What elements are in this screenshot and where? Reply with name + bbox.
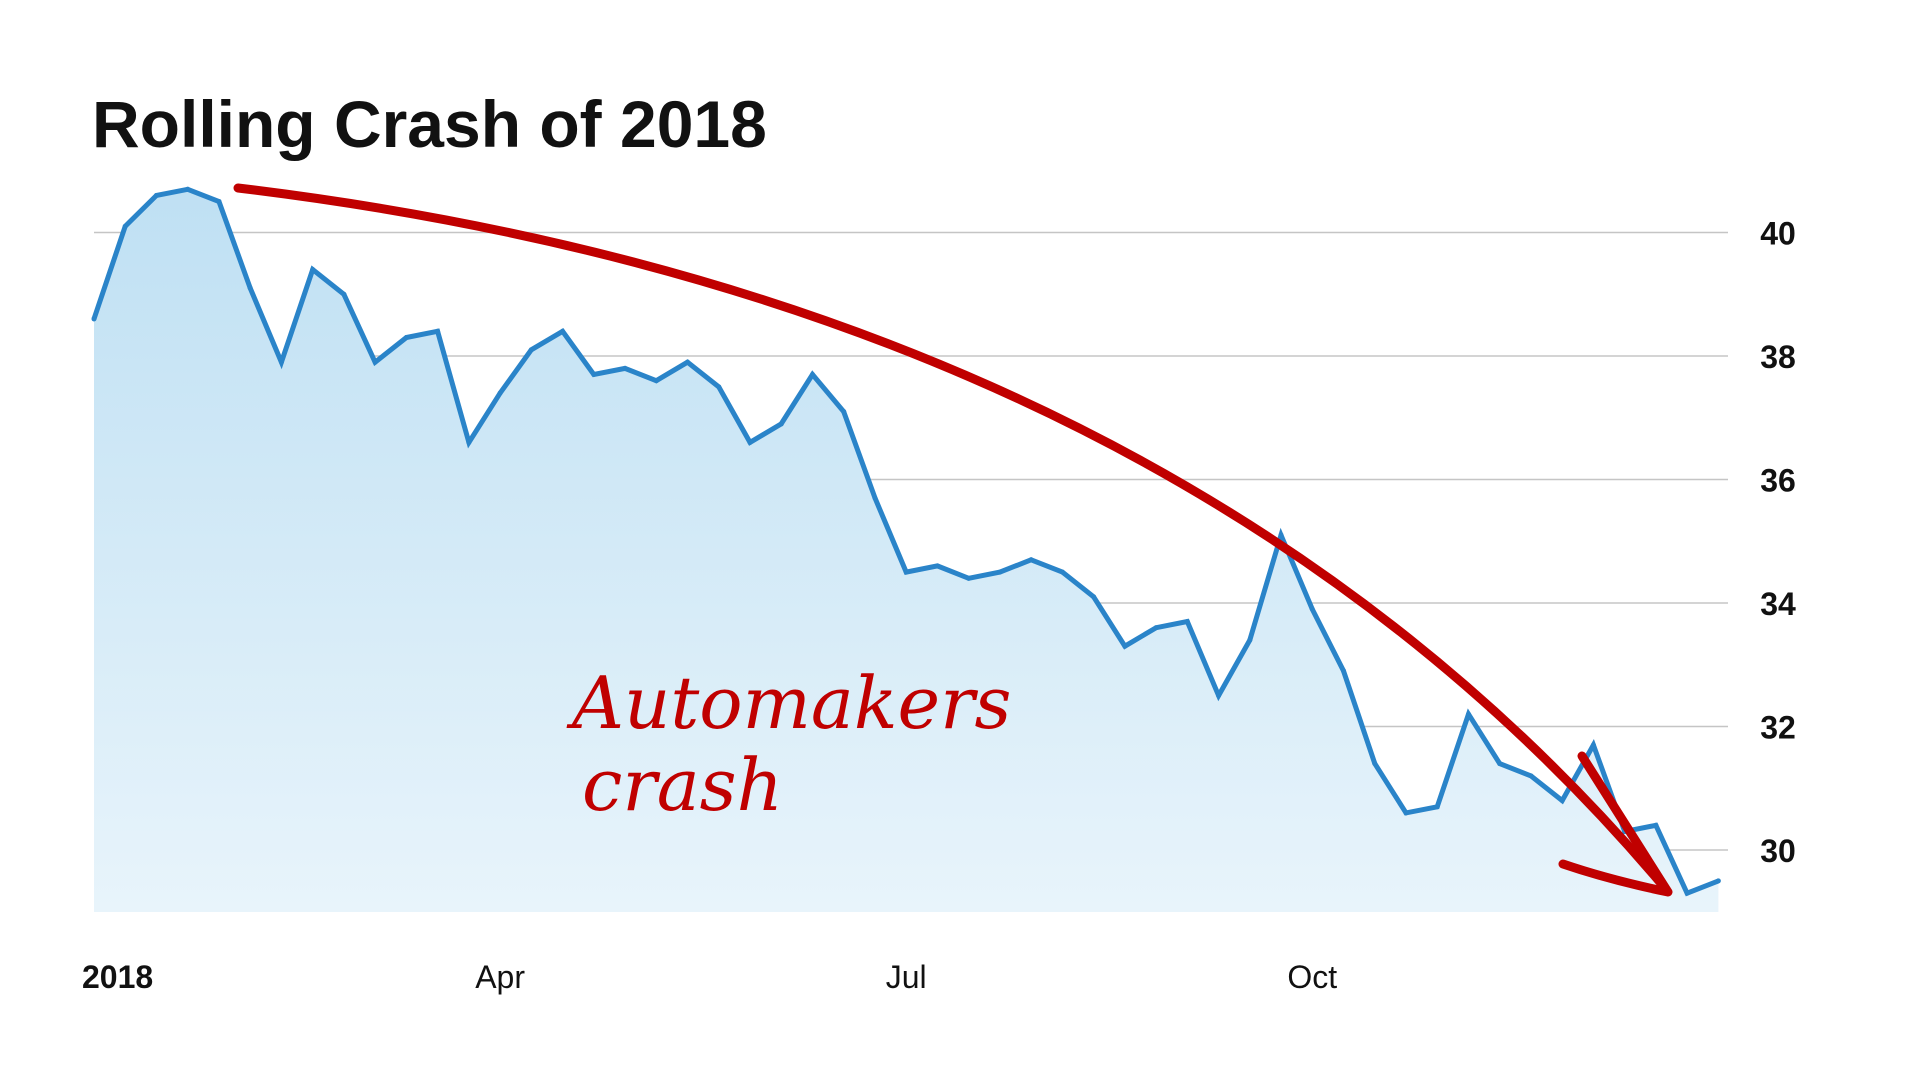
data-point [997,569,1003,575]
data-point [341,291,347,297]
data-point [1559,798,1565,804]
data-point [622,365,628,371]
data-point [1434,804,1440,810]
chart-title: Rolling Crash of 2018 [92,87,767,161]
data-point [1091,594,1097,600]
data-point [185,186,191,192]
data-point [653,378,659,384]
data-point [1184,619,1190,625]
data-point [310,267,316,273]
data-point [747,439,753,445]
y-tick-label: 30 [1760,833,1796,869]
data-point [403,334,409,340]
data-point [1403,810,1409,816]
data-point [372,359,378,365]
data-points [91,186,1721,896]
annotation: Automakers crash [233,183,1673,897]
data-point [591,372,597,378]
x-tick-label: Jul [886,959,927,995]
y-tick-label: 32 [1760,710,1796,746]
data-point [1059,569,1065,575]
y-axis-ticks: 30 32 34 36 38 40 [1760,216,1796,870]
data-point [1465,711,1471,717]
data-point [435,328,441,334]
data-point [497,390,503,396]
x-axis-ticks: 2018 Apr Jul Oct [82,959,1337,995]
data-point [716,384,722,390]
data-point [216,199,222,205]
data-point [1122,643,1128,649]
data-point [872,495,878,501]
data-point [528,347,534,353]
data-point [685,359,691,365]
data-point [903,569,909,575]
data-point [778,421,784,427]
area-fill [94,189,1719,913]
data-point [466,439,472,445]
data-point [153,192,159,198]
data-point [91,316,97,322]
data-point [1715,878,1721,884]
data-point [560,328,566,334]
y-tick-label: 34 [1760,586,1796,622]
y-tick-label: 36 [1760,463,1796,499]
data-point [1309,606,1315,612]
data-point [1684,890,1690,896]
data-point [278,359,284,365]
data-point [1497,761,1503,767]
x-tick-label: Oct [1287,959,1337,995]
y-tick-label: 38 [1760,339,1796,375]
data-point [934,563,940,569]
data-point [809,372,815,378]
data-point [247,285,253,291]
annotation-automakers: Automakers [566,661,1011,745]
data-point [966,575,972,581]
x-tick-label: Apr [475,959,525,995]
data-point [1028,557,1034,563]
annotation-crash: crash [582,743,783,827]
data-point [841,409,847,415]
x-tick-label: 2018 [82,959,153,995]
data-point [1528,773,1534,779]
data-point [1278,532,1284,538]
y-tick-label: 40 [1760,216,1796,252]
data-point [1590,742,1596,748]
data-point [1341,668,1347,674]
trend-arrow [233,183,1670,893]
data-point [1216,693,1222,699]
trend-arrowhead [1558,751,1673,897]
data-point [1153,625,1159,631]
data-point [1653,822,1659,828]
data-point [1247,637,1253,643]
data-point [122,223,128,229]
data-point [1372,761,1378,767]
